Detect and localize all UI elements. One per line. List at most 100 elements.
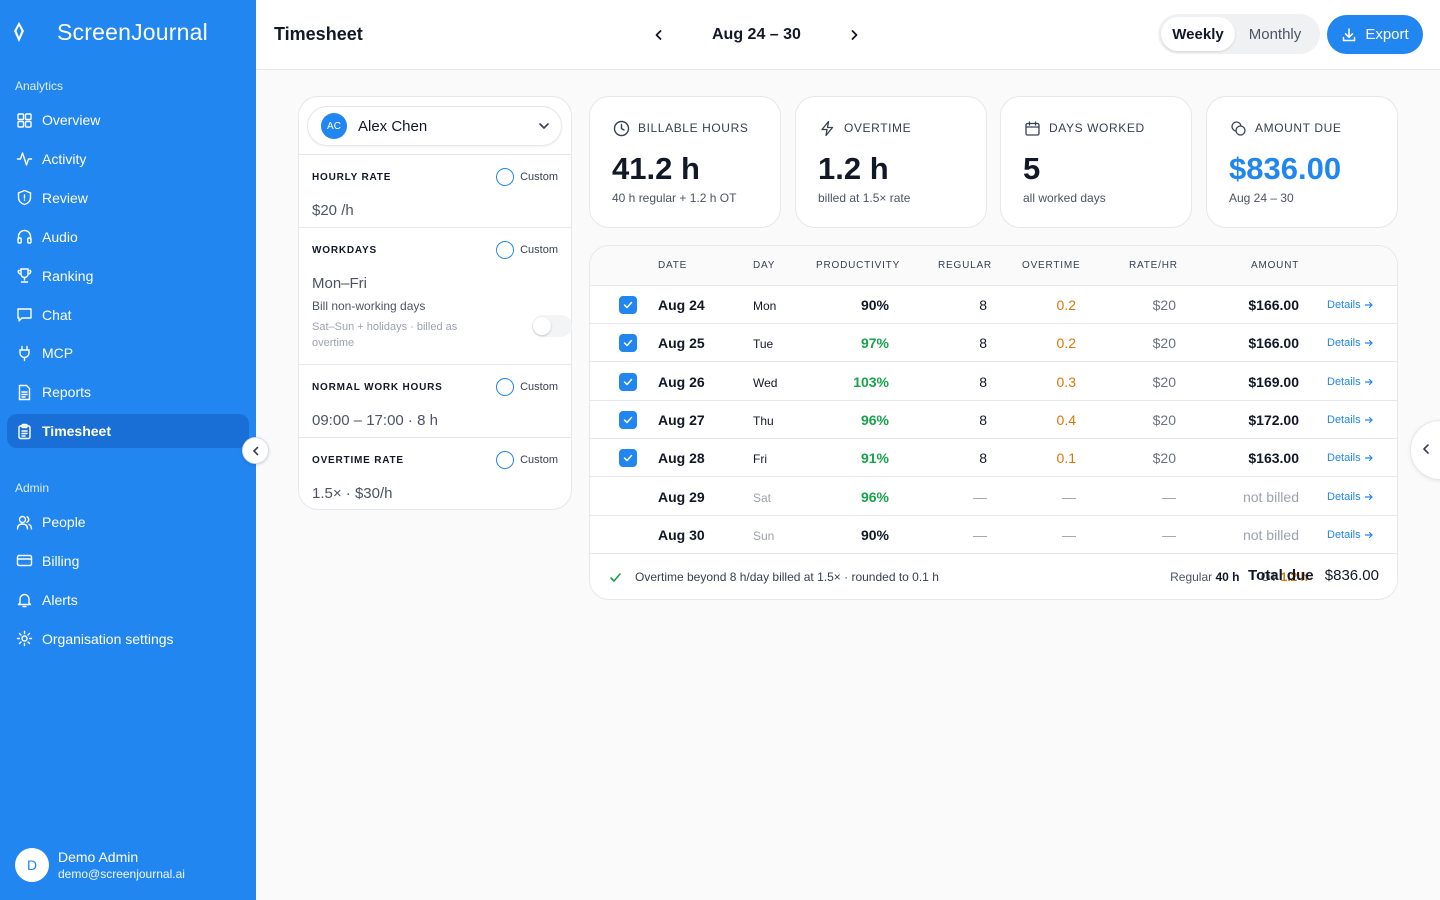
cell-productivity: 96% (860, 411, 889, 428)
cell-rate: — (1162, 526, 1176, 543)
sidebar-item-activity[interactable]: Activity (7, 142, 249, 176)
user-profile[interactable]: D Demo Admin demo@screenjournal.ai (15, 848, 185, 882)
clipboard-icon (16, 423, 33, 440)
sidebar-item-label: Review (42, 189, 88, 206)
cell-day: Tue (753, 337, 774, 352)
coins-icon (1229, 119, 1247, 137)
people-icon (16, 514, 33, 531)
monthly-tab[interactable]: Monthly (1248, 25, 1302, 43)
table-row: Aug 28 Fri 91% 8 0.1 $20 $163.00 Details (590, 439, 1397, 478)
clock-icon (612, 119, 630, 137)
check-icon (609, 571, 622, 584)
stat-value: 5 (1023, 151, 1041, 186)
overtime-rate-custom-option[interactable]: Custom (496, 451, 558, 469)
next-week-button[interactable] (841, 22, 867, 48)
chevron-left-icon (1423, 444, 1429, 454)
cell-overtime: — (1062, 526, 1076, 543)
details-link[interactable]: Details (1327, 529, 1374, 541)
cell-date: Aug 28 (658, 450, 705, 467)
sidebar-item-organisation-settings[interactable]: Organisation settings (7, 622, 249, 656)
chevron-left-icon (655, 30, 662, 40)
expand-right-panel-button[interactable] (1410, 420, 1440, 480)
sidebar-item-label: Reports (42, 384, 92, 401)
details-link[interactable]: Details (1327, 299, 1374, 311)
radio-icon (496, 168, 515, 186)
chevron-left-icon (252, 446, 258, 455)
details-link[interactable]: Details (1327, 414, 1374, 426)
sidebar-item-mcp[interactable]: MCP (7, 336, 249, 370)
sidebar-item-chat[interactable]: Chat (7, 298, 249, 332)
cell-day: Thu (753, 413, 774, 428)
cell-rate: $20 (1152, 450, 1176, 467)
details-link[interactable]: Details (1327, 376, 1374, 388)
cell-regular: 8 (979, 297, 987, 313)
sidebar-item-billing[interactable]: Billing (7, 544, 249, 578)
toggle-knob (533, 317, 551, 335)
trophy-icon (16, 267, 33, 284)
timesheet-table: DATE DAY PRODUCTIVITY REGULAR OVERTIME R… (589, 245, 1398, 600)
row-checkbox[interactable] (619, 334, 637, 353)
cell-amount: $172.00 (1248, 411, 1299, 428)
arrow-right-icon (1364, 378, 1373, 385)
previous-week-button[interactable] (646, 22, 672, 48)
collapse-sidebar-button[interactable] (242, 437, 269, 464)
cell-overtime: 0.2 (1056, 297, 1076, 313)
table-row: Aug 27 Thu 96% 8 0.4 $20 $172.00 Details (590, 401, 1397, 439)
sidebar-item-ranking[interactable]: Ranking (7, 259, 249, 293)
stat-label: OVERTIME (844, 121, 912, 135)
cell-productivity: 91% (860, 450, 889, 467)
cell-date: Aug 25 (658, 335, 705, 352)
sidebar-item-label: Audio (42, 228, 78, 245)
details-label: Details (1327, 413, 1361, 426)
details-label: Details (1327, 452, 1361, 465)
sidebar-item-audio[interactable]: Audio (7, 220, 249, 254)
details-link[interactable]: Details (1327, 491, 1374, 503)
employee-select[interactable]: AC Alex Chen (307, 106, 562, 146)
details-label: Details (1327, 375, 1361, 388)
normal-hours-custom-option[interactable]: Custom (496, 378, 558, 396)
export-label: Export (1365, 26, 1409, 43)
details-link[interactable]: Details (1327, 337, 1374, 349)
sidebar-item-reports[interactable]: Reports (7, 375, 249, 409)
row-checkbox[interactable] (619, 372, 637, 391)
stat-subtitle: all worked days (1023, 191, 1106, 205)
brand[interactable]: ScreenJournal (12, 16, 208, 48)
column-header-regular: REGULAR (938, 260, 992, 271)
overtime-rate-value: 1.5× · $30/h (312, 485, 393, 502)
sidebar-item-people[interactable]: People (7, 505, 249, 539)
total-due-value: $836.00 (1324, 567, 1379, 584)
sidebar-item-label: Organisation settings (42, 630, 174, 647)
sidebar-item-alerts[interactable]: Alerts (7, 583, 249, 617)
sidebar-item-overview[interactable]: Overview (7, 103, 249, 137)
sidebar-item-review[interactable]: Review (7, 181, 249, 215)
cell-productivity: 90% (860, 526, 889, 543)
table-row: Aug 30 Sun 90% — — — not billed Details (590, 516, 1397, 554)
cell-productivity: 96% (860, 488, 889, 505)
row-checkbox[interactable] (619, 449, 637, 468)
topbar: Timesheet Aug 24 – 30 Weekly Monthly Exp… (256, 0, 1440, 70)
details-label: Details (1327, 299, 1361, 311)
column-header-amount: AMOUNT (1251, 260, 1300, 271)
cell-regular: — (973, 488, 987, 505)
export-button[interactable]: Export (1327, 15, 1423, 54)
check-icon (623, 416, 633, 424)
bill-nonworking-days-row: Bill non-working days Sat–Sun + holidays… (312, 299, 572, 351)
arrow-right-icon (1364, 531, 1373, 538)
bill-nonworking-toggle[interactable] (532, 315, 572, 337)
row-checkbox[interactable] (619, 410, 637, 429)
hourly-rate-custom-option[interactable]: Custom (496, 168, 558, 186)
app-name: ScreenJournal (57, 18, 208, 45)
column-header-overtime: OVERTIME (1022, 260, 1081, 271)
weekly-tab[interactable]: Weekly (1161, 17, 1235, 51)
avatar: D (15, 848, 49, 882)
cell-amount: $169.00 (1248, 373, 1299, 390)
sidebar-item-timesheet[interactable]: Timesheet (7, 414, 249, 449)
check-icon (623, 454, 633, 462)
workdays-custom-option[interactable]: Custom (496, 241, 558, 259)
cell-amount: $166.00 (1248, 335, 1299, 352)
table-row: Aug 29 Sat 96% — — — not billed Details (590, 478, 1397, 516)
row-checkbox[interactable] (619, 296, 637, 314)
date-navigator: Aug 24 – 30 (646, 22, 867, 48)
details-link[interactable]: Details (1327, 452, 1374, 464)
bill-nonworking-subtitle: Sat–Sun + holidays · billed as overtime (312, 321, 458, 349)
